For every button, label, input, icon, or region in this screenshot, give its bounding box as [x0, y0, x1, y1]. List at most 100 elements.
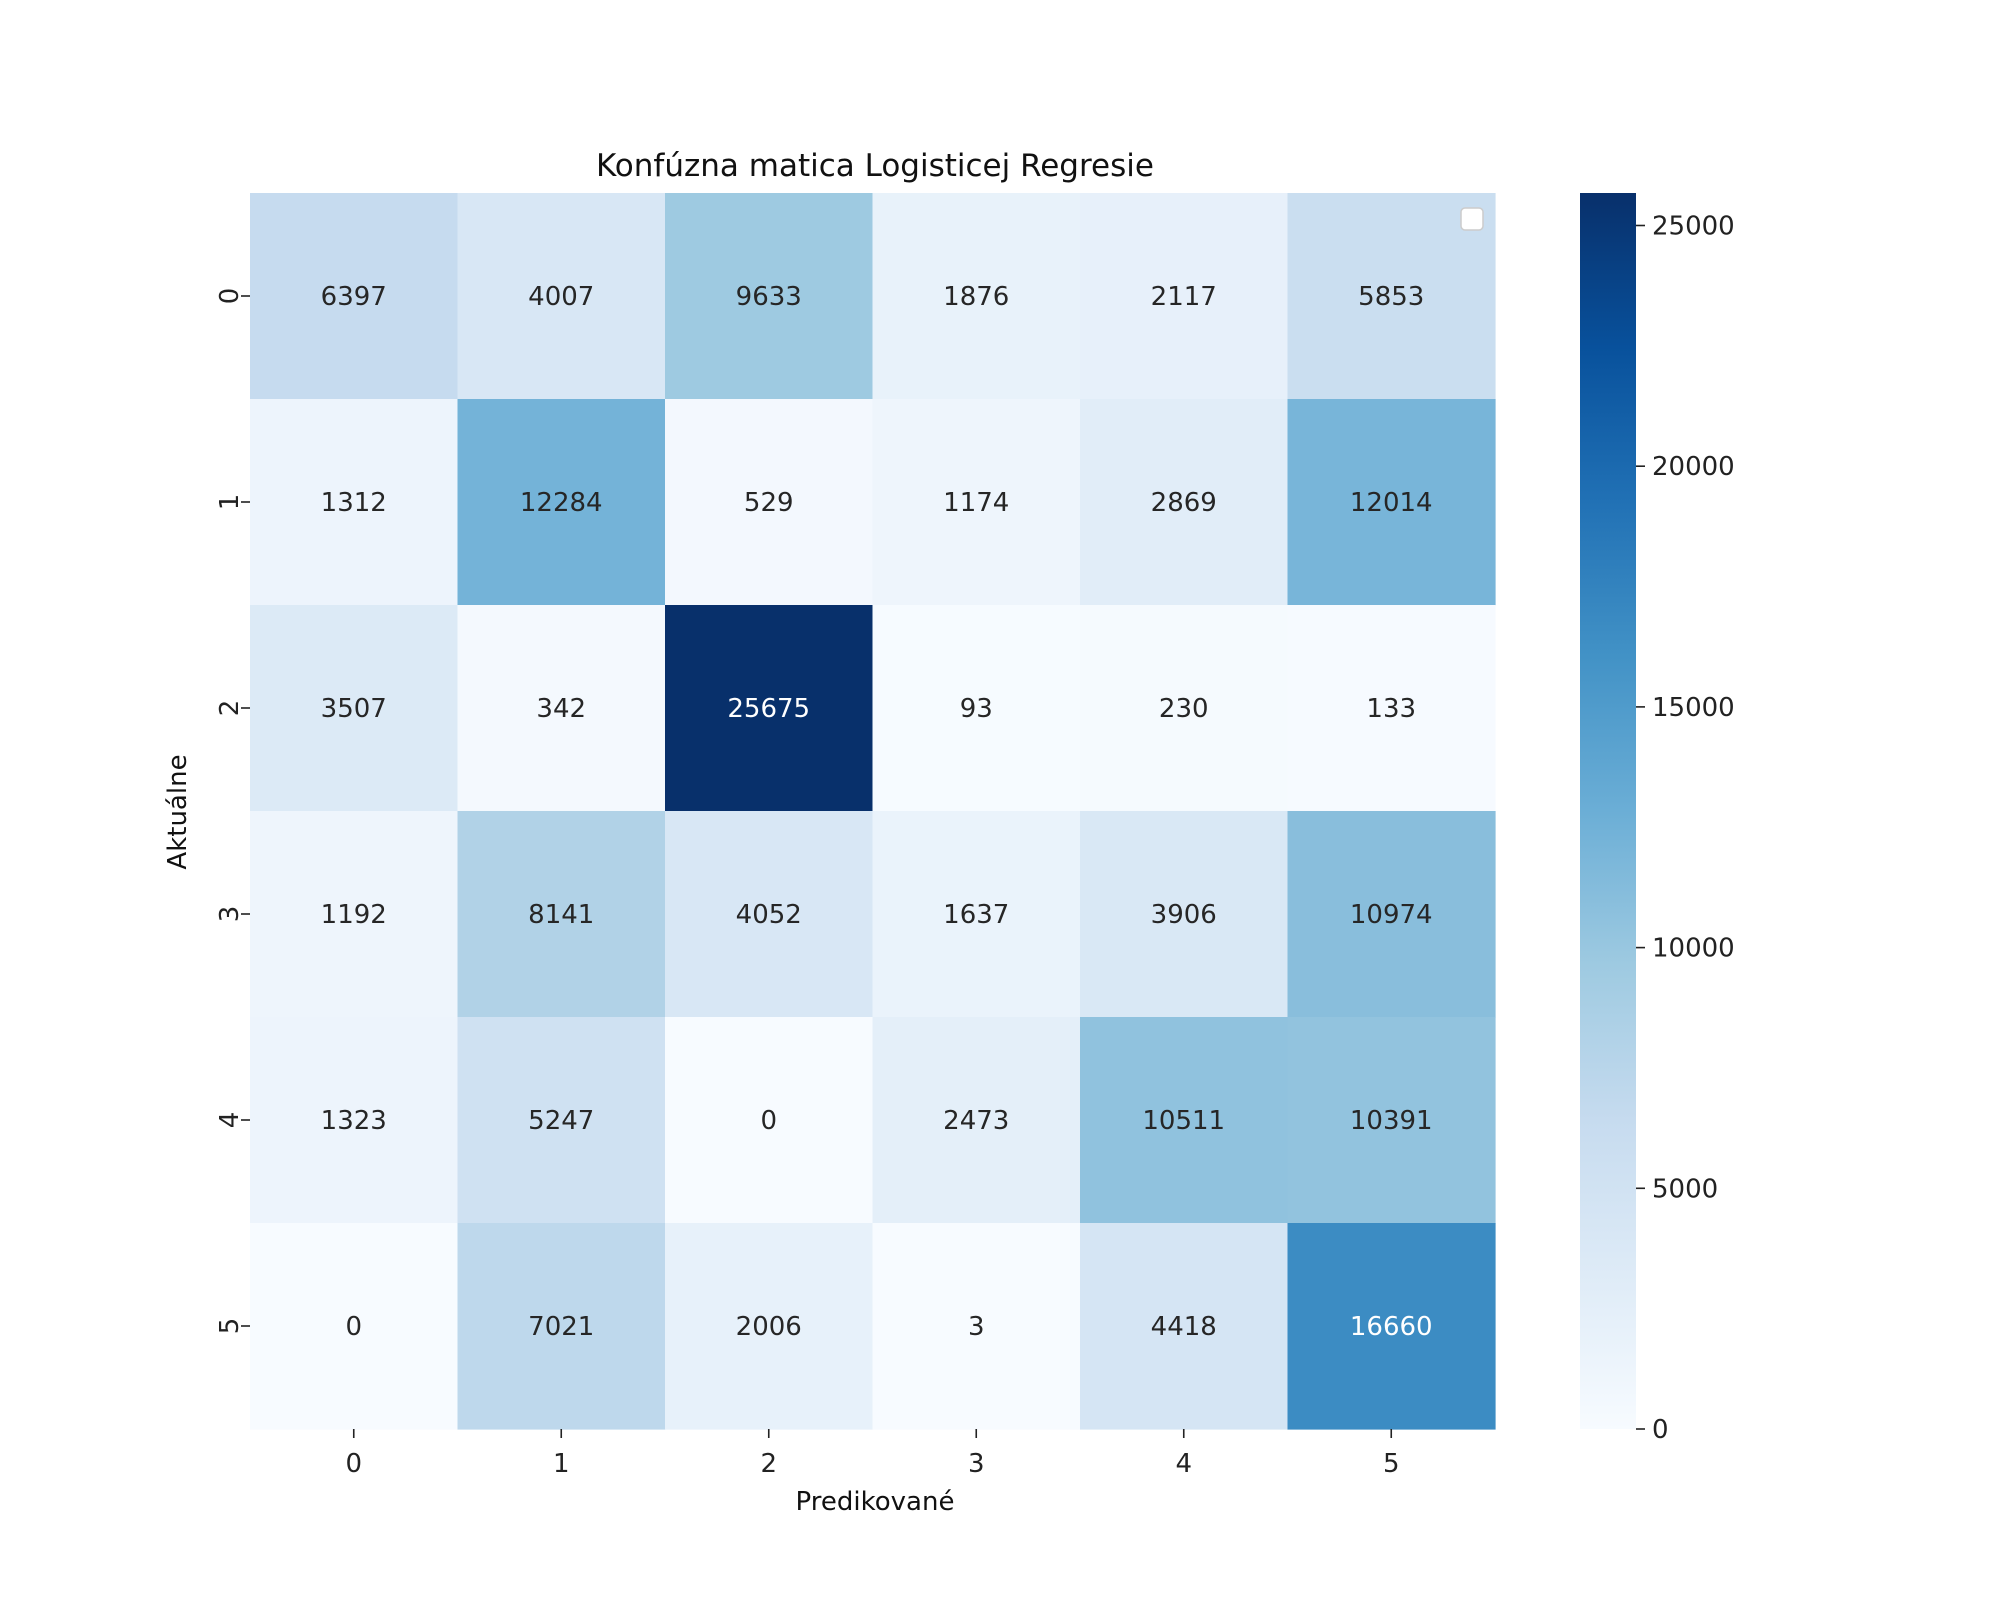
cell-value-label: 10391 — [1350, 1106, 1433, 1136]
heatmap-cell — [1287, 1017, 1496, 1224]
cell-value-label: 1192 — [321, 900, 387, 930]
y-tick-label: 3 — [215, 906, 245, 923]
heatmap-cell — [250, 605, 459, 812]
cell-value-label: 230 — [1159, 694, 1209, 724]
heatmap-cell-labels: 6397 4007 9633 1876 2117 5853 1312 12284 529 1174… — [321, 282, 1433, 1342]
heatmap-cell — [872, 1223, 1081, 1430]
heatmap-cell — [872, 811, 1081, 1018]
cell-value-label: 0 — [760, 1106, 777, 1136]
colorbar-tick-label: 15000 — [1652, 693, 1735, 723]
colorbar-tick-label: 5000 — [1652, 1174, 1718, 1204]
cell-value-label: 2006 — [736, 1312, 802, 1342]
heatmap-cell — [1080, 193, 1289, 400]
cell-value-label: 16660 — [1350, 1312, 1433, 1342]
cell-value-label: 1876 — [943, 282, 1009, 312]
heatmap-cell — [250, 1223, 459, 1430]
heatmap-cell — [872, 1017, 1081, 1224]
cell-value-label: 1174 — [943, 488, 1009, 518]
heatmap-cell — [1080, 605, 1289, 812]
y-axis-label: Aktuálne — [163, 754, 193, 869]
y-tick-label: 1 — [215, 494, 245, 511]
x-tick-label: 1 — [553, 1449, 570, 1479]
heatmap-cell — [872, 193, 1081, 400]
heatmap-cell — [1080, 1017, 1289, 1224]
x-tick-label: 5 — [1383, 1449, 1400, 1479]
heatmap-cells — [250, 193, 1496, 1430]
heatmap-cell — [1080, 399, 1289, 606]
y-tick-label: 0 — [215, 288, 245, 305]
cell-value-label: 12284 — [520, 488, 603, 518]
x-tick-label: 3 — [968, 1449, 985, 1479]
heatmap-cell — [250, 1017, 459, 1224]
chart-title: Konfúzna matica Logisticej Regresie — [596, 148, 1154, 184]
heatmap-cell — [457, 399, 666, 606]
heatmap-cell — [1287, 399, 1496, 606]
x-axis-ticks: 0 1 2 3 4 5 — [345, 1429, 1400, 1479]
x-axis-label: Predikované — [796, 1487, 955, 1517]
colorbar-tick-label: 20000 — [1652, 452, 1735, 482]
heatmap-cell — [1080, 811, 1289, 1018]
cell-value-label: 10974 — [1350, 900, 1433, 930]
x-tick-label: 4 — [1175, 1449, 1192, 1479]
cell-value-label: 8141 — [528, 900, 594, 930]
heatmap-cell — [665, 1223, 874, 1430]
cell-value-label: 2117 — [1151, 282, 1217, 312]
cell-value-label: 133 — [1366, 694, 1416, 724]
cell-value-label: 12014 — [1350, 488, 1433, 518]
heatmap-cell — [665, 1017, 874, 1224]
heatmap-cell — [457, 193, 666, 400]
cell-value-label: 529 — [744, 488, 794, 518]
y-tick-label: 5 — [215, 1318, 245, 1335]
colorbar-tick-label: 25000 — [1652, 211, 1735, 241]
heatmap-cell — [457, 811, 666, 1018]
cell-value-label: 5247 — [528, 1106, 594, 1136]
heatmap-cell — [665, 399, 874, 606]
cell-value-label: 7021 — [528, 1312, 594, 1342]
heatmap-cell — [250, 811, 459, 1018]
heatmap-cell — [665, 811, 874, 1018]
cell-value-label: 25675 — [727, 694, 810, 724]
cell-value-label: 93 — [960, 694, 993, 724]
heatmap-cell — [457, 1017, 666, 1224]
y-axis-ticks: 0 1 2 3 4 5 — [215, 288, 250, 1335]
legend-box — [1460, 207, 1484, 231]
cell-value-label: 6397 — [321, 282, 387, 312]
cell-value-label: 4052 — [736, 900, 802, 930]
heatmap-cell — [457, 605, 666, 812]
heatmap-cell — [665, 605, 874, 812]
cell-value-label: 5853 — [1358, 282, 1424, 312]
cell-value-label: 3906 — [1151, 900, 1217, 930]
colorbar-tick-label: 10000 — [1652, 934, 1735, 964]
cell-value-label: 342 — [536, 694, 586, 724]
cell-value-label: 1323 — [321, 1106, 387, 1136]
y-tick-label: 4 — [215, 1112, 245, 1129]
heatmap-cell — [250, 193, 459, 400]
cell-value-label: 9633 — [736, 282, 802, 312]
heatmap-cell — [872, 399, 1081, 606]
cell-value-label: 2869 — [1151, 488, 1217, 518]
cell-value-label: 4418 — [1151, 1312, 1217, 1342]
colorbar — [1580, 193, 1636, 1429]
heatmap-cell — [457, 1223, 666, 1430]
cell-value-label: 1312 — [321, 488, 387, 518]
cell-value-label: 1637 — [943, 900, 1009, 930]
y-tick-label: 2 — [215, 700, 245, 717]
cell-value-label: 3507 — [321, 694, 387, 724]
x-tick-label: 2 — [760, 1449, 777, 1479]
cell-value-label: 4007 — [528, 282, 594, 312]
heatmap-cell — [665, 193, 874, 400]
heatmap-cell — [1080, 1223, 1289, 1430]
cell-value-label: 0 — [345, 1312, 362, 1342]
cell-value-label: 3 — [968, 1312, 985, 1342]
heatmap-cell — [872, 605, 1081, 812]
x-tick-label: 0 — [345, 1449, 362, 1479]
heatmap-cell — [250, 399, 459, 606]
heatmap-cell — [1287, 811, 1496, 1018]
colorbar-tick-label: 0 — [1652, 1415, 1669, 1445]
cell-value-label: 10511 — [1142, 1106, 1225, 1136]
heatmap-cell — [1287, 605, 1496, 812]
heatmap-cell — [1287, 1223, 1496, 1430]
colorbar-ticks: 0 5000 10000 15000 20000 25000 — [1636, 211, 1735, 1445]
cell-value-label: 2473 — [943, 1106, 1009, 1136]
